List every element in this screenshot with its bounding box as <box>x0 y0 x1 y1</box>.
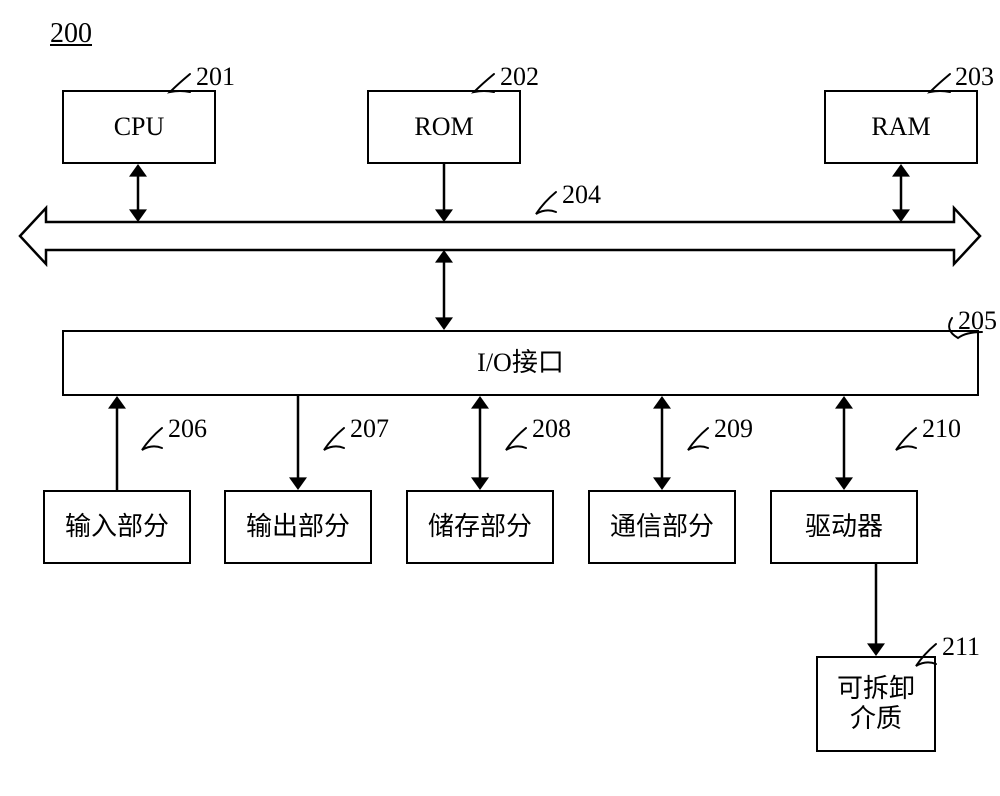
box-cpu: CPU <box>62 90 216 164</box>
ref-ram: 203 <box>955 62 994 92</box>
box-comm-label: 通信部分 <box>610 512 714 542</box>
diagram-canvas: 200 CPU ROM RAM I/O接口 输入部分 输出部分 储存部分 通信部… <box>0 0 1000 796</box>
ref-drv: 210 <box>922 414 961 444</box>
ref-rom: 202 <box>500 62 539 92</box>
ref-comm: 209 <box>714 414 753 444</box>
ref-rem: 211 <box>942 632 980 662</box>
box-driver: 驱动器 <box>770 490 918 564</box>
box-driver-label: 驱动器 <box>805 512 883 542</box>
box-io-label: I/O接口 <box>477 348 564 378</box>
box-storage-label: 储存部分 <box>428 512 532 542</box>
box-removable: 可拆卸 介质 <box>816 656 936 752</box>
box-input: 输入部分 <box>43 490 191 564</box>
box-ram-label: RAM <box>871 112 930 142</box>
ref-io: 205 <box>958 306 997 336</box>
box-io: I/O接口 <box>62 330 979 396</box>
box-ram: RAM <box>824 90 978 164</box>
box-output: 输出部分 <box>224 490 372 564</box>
box-output-label: 输出部分 <box>246 512 350 542</box>
ref-bus: 204 <box>562 180 601 210</box>
ref-in: 206 <box>168 414 207 444</box>
box-input-label: 输入部分 <box>65 512 169 542</box>
figure-label: 200 <box>50 18 92 50</box>
ref-store: 208 <box>532 414 571 444</box>
box-rom: ROM <box>367 90 521 164</box>
box-comm: 通信部分 <box>588 490 736 564</box>
ref-cpu: 201 <box>196 62 235 92</box>
box-cpu-label: CPU <box>114 112 165 142</box>
ref-out: 207 <box>350 414 389 444</box>
box-rom-label: ROM <box>414 112 473 142</box>
box-removable-label: 可拆卸 介质 <box>837 674 915 734</box>
box-storage: 储存部分 <box>406 490 554 564</box>
